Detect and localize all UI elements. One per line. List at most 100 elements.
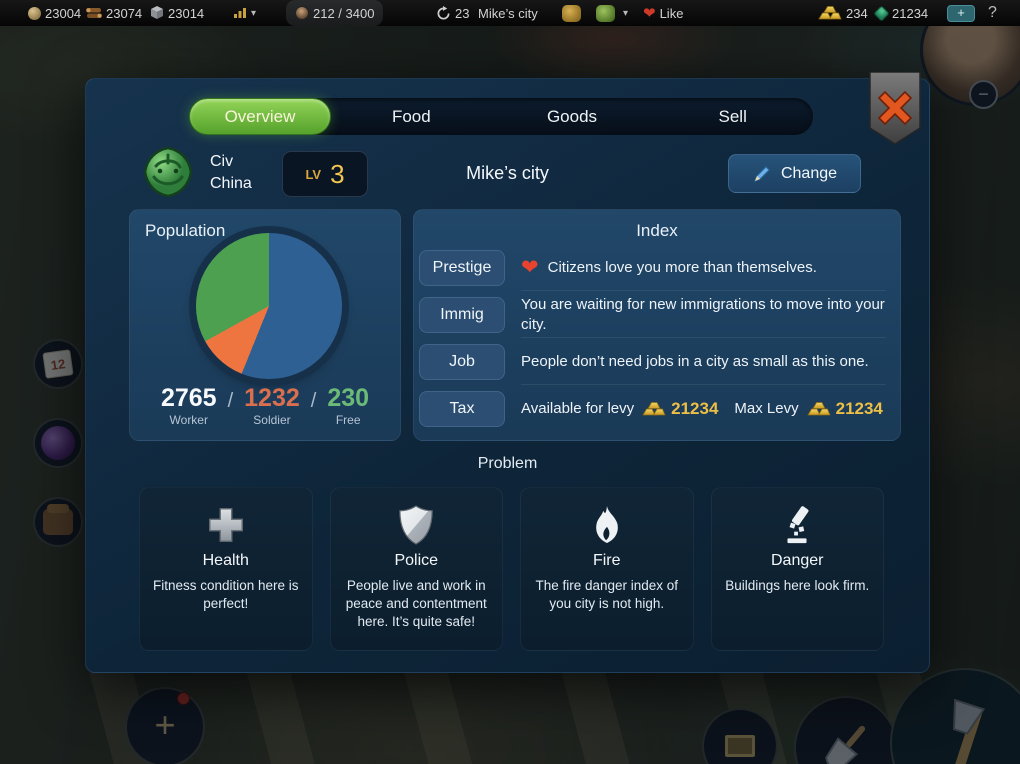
- population-counter: 212 / 3400: [286, 0, 384, 26]
- soldier-count: 1232: [244, 384, 300, 412]
- immig-row: Immig You are waiting for new immigratio…: [419, 291, 894, 338]
- gem-resource: 21234: [873, 0, 928, 26]
- job-row: Job People don’t need jobs in a city as …: [419, 338, 894, 385]
- civ-name: China: [210, 174, 252, 192]
- turn-value: 23: [455, 5, 470, 21]
- heart-icon: ❤: [643, 4, 656, 22]
- problem-cards: Health Fitness condition here is perfect…: [139, 487, 884, 651]
- wood-resource: 23074: [86, 0, 142, 26]
- gold-value: 234: [846, 5, 868, 21]
- job-button[interactable]: Job: [419, 343, 505, 380]
- immig-button[interactable]: Immig: [419, 296, 505, 333]
- production-icon: [234, 8, 246, 18]
- gold-icon: [818, 5, 842, 21]
- change-name-button[interactable]: Change: [728, 154, 861, 193]
- turn-counter: 23: [436, 0, 469, 26]
- soldier-stat: 1232 Soldier: [244, 384, 300, 428]
- fire-title: Fire: [592, 552, 621, 569]
- top-resource-bar: 23004 23074 23014 ▾ 212 / 3400: [0, 0, 1020, 26]
- worker-label: Worker: [169, 413, 208, 428]
- tax-button[interactable]: Tax: [419, 390, 505, 427]
- civ-dragon-emblem-icon: [143, 146, 193, 198]
- immig-text: You are waiting for new immigrations to …: [521, 296, 885, 333]
- level-badge: LV 3: [282, 151, 368, 197]
- health-text: Fitness condition here is perfect!: [152, 578, 299, 611]
- gold-icon: [642, 401, 666, 417]
- job-text: People don’t need jobs in a city as smal…: [521, 352, 869, 370]
- tab-sell[interactable]: Sell: [718, 106, 747, 126]
- worker-stat: 2765 Worker: [160, 384, 217, 428]
- population-panel: Population 2765 Worker / 1232 Soldier / …: [129, 209, 401, 441]
- heart-icon: ❤: [521, 256, 539, 279]
- fire-card: Fire The fire danger index of you city i…: [520, 487, 694, 651]
- tab-bar: Overview Food Goods Sell: [189, 98, 813, 135]
- change-label: Change: [780, 164, 838, 182]
- population-stats: 2765 Worker / 1232 Soldier / 230 Free: [130, 384, 400, 428]
- buy-gems-button[interactable]: +: [947, 0, 975, 26]
- level-label: LV: [305, 166, 322, 182]
- index-panel: Index Prestige ❤ Citizens love you more …: [413, 209, 901, 441]
- police-shield-icon: [399, 505, 434, 545]
- city-buffs[interactable]: ▾: [562, 0, 628, 26]
- tab-food[interactable]: Food: [391, 106, 431, 126]
- close-button[interactable]: [869, 71, 921, 146]
- free-label: Free: [335, 413, 361, 428]
- tab-overview[interactable]: Overview: [189, 98, 331, 135]
- close-x-icon: [877, 90, 913, 126]
- food-icon: [28, 6, 41, 20]
- like-button[interactable]: ❤ Like: [643, 0, 683, 26]
- health-card: Health Fitness condition here is perfect…: [139, 487, 313, 651]
- problem-section-title: Problem: [477, 455, 538, 472]
- population-icon: [295, 6, 309, 20]
- production-menu[interactable]: ▾: [233, 0, 256, 26]
- city-overview-modal: Overview Food Goods Sell Civ China LV: [85, 71, 930, 673]
- tab-goods[interactable]: Goods: [546, 106, 598, 126]
- chevron-down-icon: ▾: [251, 7, 257, 19]
- gold-icon: [807, 401, 831, 417]
- danger-title: Danger: [771, 552, 824, 569]
- prestige-button[interactable]: Prestige: [419, 249, 505, 286]
- levy-label: Available for levy: [521, 399, 635, 417]
- danger-card: Danger Buildings here look firm.: [710, 487, 884, 651]
- gold-resource: 234: [818, 0, 868, 26]
- police-title: Police: [394, 552, 439, 569]
- max-levy-label: Max Levy: [734, 399, 799, 417]
- stone-icon: [151, 6, 163, 19]
- fire-flame-icon: [595, 506, 618, 544]
- tax-row: Tax Available for levy 21234 Max Levy 21…: [419, 385, 894, 432]
- like-label: Like: [659, 5, 684, 21]
- jade-plant-icon: [596, 4, 615, 22]
- chevron-down-icon: ▾: [623, 7, 629, 19]
- prestige-text: Citizens love you more than themselves.: [547, 258, 817, 276]
- rotate-icon: [437, 5, 450, 19]
- wood-value: 23074: [106, 5, 143, 21]
- prestige-row: Prestige ❤ Citizens love you more than t…: [419, 244, 894, 291]
- population-pie-chart: [196, 233, 342, 379]
- free-stat: 230 Free: [327, 384, 370, 428]
- danger-collapse-icon: [787, 506, 809, 544]
- soldier-label: Soldier: [253, 413, 291, 428]
- slash-separator: /: [227, 390, 234, 412]
- level-value: 3: [330, 158, 345, 189]
- gem-icon: [873, 4, 890, 22]
- free-count: 230: [327, 384, 370, 412]
- police-text: People live and work in peace and conten…: [345, 578, 487, 629]
- population-title: Population: [145, 221, 226, 240]
- gold-dragon-icon: [562, 4, 581, 22]
- slash-separator: /: [310, 390, 317, 412]
- help-button[interactable]: ?: [988, 0, 997, 26]
- civ-label: Civ China: [210, 151, 252, 194]
- stone-value: 23014: [168, 5, 205, 21]
- worker-count: 2765: [160, 384, 217, 412]
- police-card: Police People live and work in peace and…: [329, 487, 503, 651]
- population-value: 212 / 3400: [313, 5, 375, 21]
- health-cross-icon: [208, 508, 243, 542]
- question-icon: ?: [988, 4, 997, 21]
- food-resource: 23004: [28, 0, 81, 26]
- index-rows: Prestige ❤ Citizens love you more than t…: [419, 244, 894, 432]
- max-levy-value: 21234: [835, 398, 883, 418]
- fire-text: The fire danger index of you city is not…: [535, 578, 679, 611]
- index-title: Index: [636, 221, 678, 240]
- levy-value: 21234: [671, 398, 719, 418]
